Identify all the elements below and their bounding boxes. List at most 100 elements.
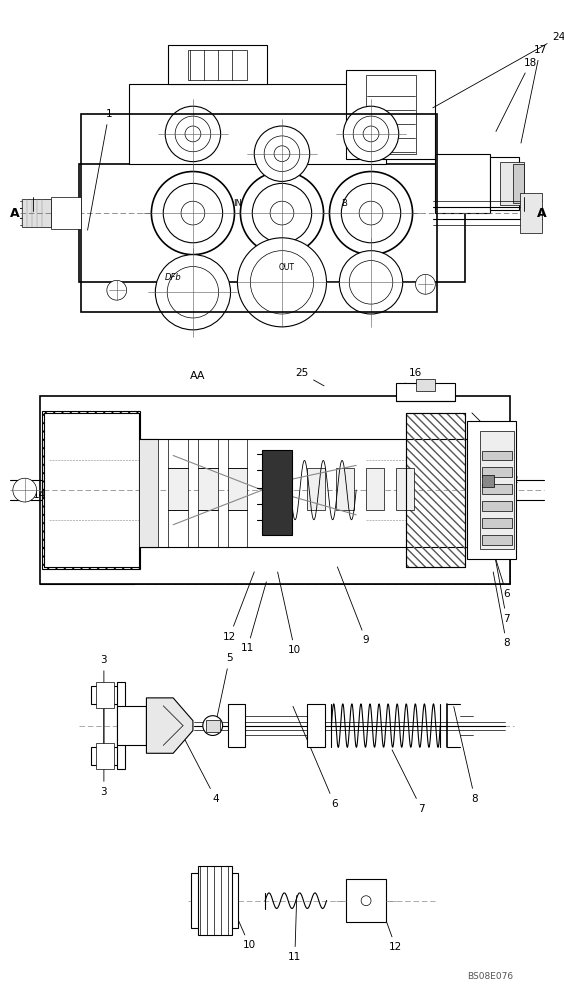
Bar [91, 686, 119, 704]
Text: 8: 8 [454, 707, 478, 804]
Circle shape [107, 280, 127, 300]
Text: 6: 6 [293, 706, 338, 809]
Text: 3: 3 [100, 655, 107, 758]
Bar [168, 45, 267, 84]
Bar [482, 484, 512, 494]
Bar [139, 439, 158, 547]
Bar [42, 411, 140, 569]
Circle shape [361, 896, 371, 906]
Text: 11: 11 [288, 896, 302, 962]
Bar [416, 379, 435, 391]
Bar [42, 397, 463, 433]
Text: AA: AA [190, 371, 206, 381]
Circle shape [274, 146, 290, 162]
Bar [227, 468, 248, 510]
Bar [188, 50, 248, 80]
Circle shape [151, 172, 235, 255]
Text: B: B [341, 199, 347, 208]
Bar [39, 396, 509, 584]
Bar [198, 866, 231, 935]
Circle shape [329, 172, 413, 255]
Bar [39, 396, 134, 584]
Text: 5: 5 [477, 443, 494, 460]
Bar [129, 84, 386, 164]
Bar [51, 197, 81, 229]
Bar [117, 706, 147, 745]
Bar [346, 879, 386, 922]
Text: 10: 10 [277, 572, 301, 655]
Bar [96, 682, 114, 708]
Text: 14: 14 [33, 490, 61, 500]
Text: 2: 2 [502, 475, 518, 489]
Text: 18: 18 [496, 58, 537, 131]
Bar [346, 70, 435, 159]
Polygon shape [147, 698, 193, 753]
Circle shape [165, 106, 221, 162]
Bar [42, 398, 131, 582]
Bar [467, 421, 517, 559]
Text: 1: 1 [87, 109, 112, 230]
Bar [482, 501, 512, 511]
Text: 12: 12 [223, 572, 254, 642]
Text: 24: 24 [433, 32, 564, 108]
Bar [96, 743, 114, 769]
Text: BS08E076: BS08E076 [466, 972, 513, 981]
Circle shape [264, 136, 300, 172]
Bar [206, 720, 219, 732]
Text: 3: 3 [100, 699, 107, 797]
Text: A: A [10, 207, 20, 220]
Circle shape [13, 478, 37, 502]
Bar [168, 468, 188, 510]
Circle shape [363, 126, 379, 142]
Text: 7: 7 [392, 750, 425, 814]
Bar [39, 547, 509, 584]
Text: 25: 25 [295, 368, 324, 386]
Bar [22, 199, 51, 227]
Bar [50, 411, 124, 569]
Text: 8: 8 [494, 572, 510, 648]
Bar [482, 518, 512, 528]
Text: 10: 10 [219, 876, 256, 950]
Text: 7: 7 [494, 547, 510, 624]
Text: 6: 6 [486, 526, 510, 599]
Bar [490, 157, 519, 210]
Bar [262, 450, 292, 535]
Bar [81, 114, 437, 312]
Bar [396, 468, 413, 510]
Bar [117, 682, 125, 769]
Circle shape [175, 116, 211, 152]
Bar [191, 873, 239, 928]
Bar [42, 547, 508, 583]
Circle shape [240, 172, 324, 255]
Text: 16: 16 [403, 368, 422, 385]
Bar [396, 383, 455, 401]
Circle shape [349, 261, 393, 304]
Text: A: A [537, 207, 547, 220]
Circle shape [155, 255, 231, 330]
Bar [482, 467, 512, 477]
Bar [79, 164, 465, 282]
Bar [91, 747, 119, 765]
Circle shape [203, 716, 223, 735]
Bar [480, 431, 514, 549]
Circle shape [359, 201, 383, 225]
Text: IN: IN [233, 199, 242, 208]
Circle shape [185, 126, 201, 142]
Bar [406, 413, 465, 567]
Circle shape [416, 274, 435, 294]
Circle shape [341, 183, 400, 243]
Bar [500, 162, 525, 205]
Circle shape [353, 116, 389, 152]
Circle shape [254, 126, 310, 181]
Circle shape [163, 183, 223, 243]
Bar [51, 413, 122, 567]
Text: 9: 9 [337, 567, 369, 645]
Bar [307, 704, 324, 747]
Bar [198, 468, 218, 510]
Text: 4: 4 [168, 706, 219, 804]
Text: 4: 4 [472, 413, 498, 441]
Circle shape [250, 251, 314, 314]
Bar [39, 396, 465, 434]
Bar [227, 704, 245, 747]
Bar [366, 468, 384, 510]
